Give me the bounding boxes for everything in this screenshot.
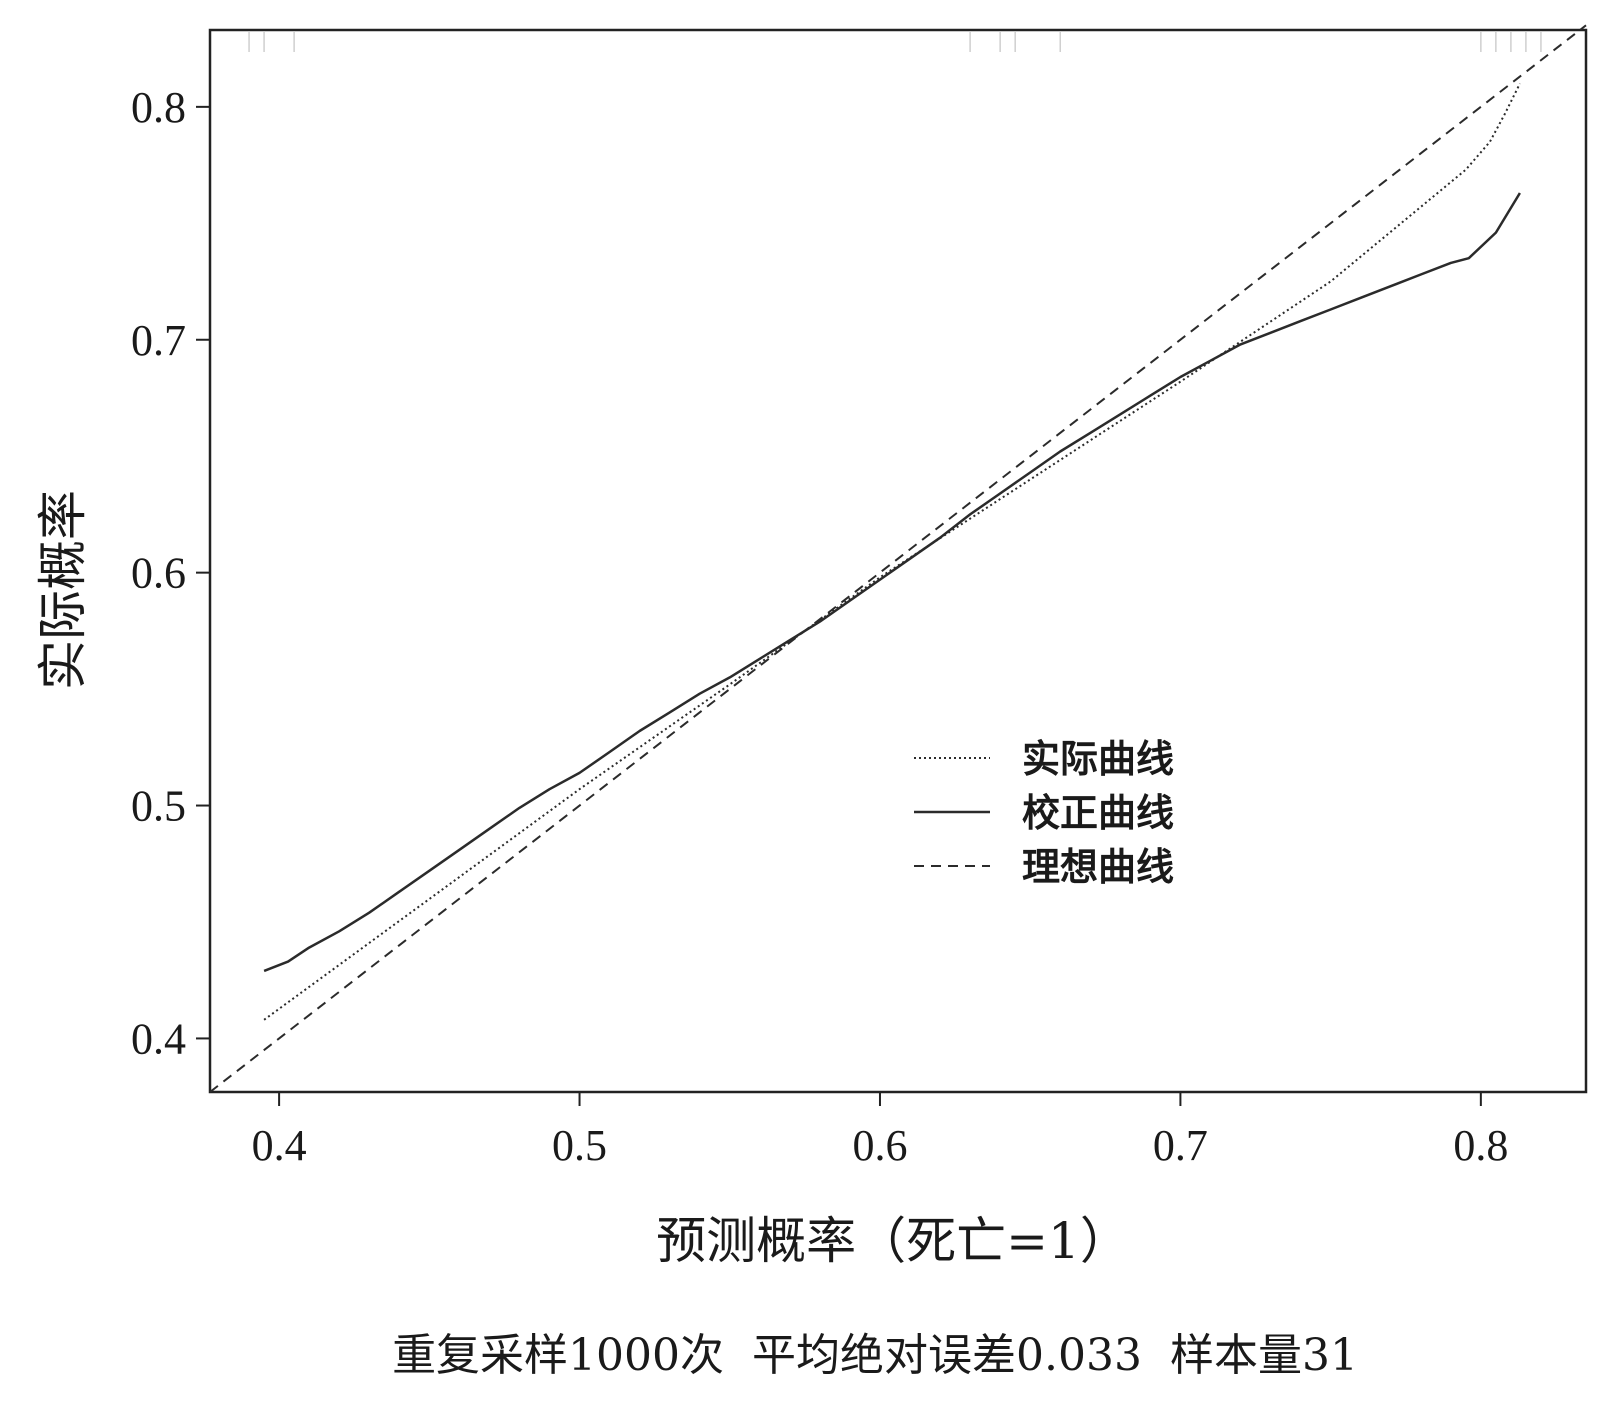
series-lines (209, 24, 1587, 1093)
series-line-ideal (209, 24, 1587, 1093)
legend: 实际曲线 校正曲线 理想曲线 (914, 737, 1174, 889)
x-tick-label: 0.5 (552, 1121, 607, 1170)
x-axis-title: 预测概率（死亡=1） (656, 1212, 1130, 1270)
y-tick-label: 0.6 (131, 549, 186, 598)
plot-frame (208, 28, 1588, 1094)
rug-marks (248, 32, 1542, 52)
series-line-actual (263, 83, 1521, 1021)
x-axis: 0.4 0.5 0.6 0.7 0.8 (252, 1092, 1508, 1170)
x-tick-label: 0.4 (252, 1121, 307, 1170)
legend-label-corrected: 校正曲线 (1022, 791, 1174, 835)
footer-summary: 重复采样1000次 平均绝对误差0.033 样本量31 (392, 1330, 1358, 1381)
y-axis-title: 实际概率 (34, 490, 92, 690)
y-tick-label: 0.8 (131, 83, 186, 132)
legend-label-actual: 实际曲线 (1022, 737, 1174, 781)
series-line-corrected (263, 192, 1521, 973)
x-tick-label: 0.8 (1453, 1121, 1508, 1170)
legend-label-ideal: 理想曲线 (1022, 845, 1174, 889)
y-axis: 0.4 0.5 0.6 0.7 0.8 (131, 83, 210, 1063)
y-tick-label: 0.5 (131, 782, 186, 831)
x-tick-label: 0.7 (1153, 1121, 1208, 1170)
y-tick-label: 0.7 (131, 316, 186, 365)
x-tick-label: 0.6 (852, 1121, 907, 1170)
y-tick-label: 0.4 (131, 1014, 186, 1063)
